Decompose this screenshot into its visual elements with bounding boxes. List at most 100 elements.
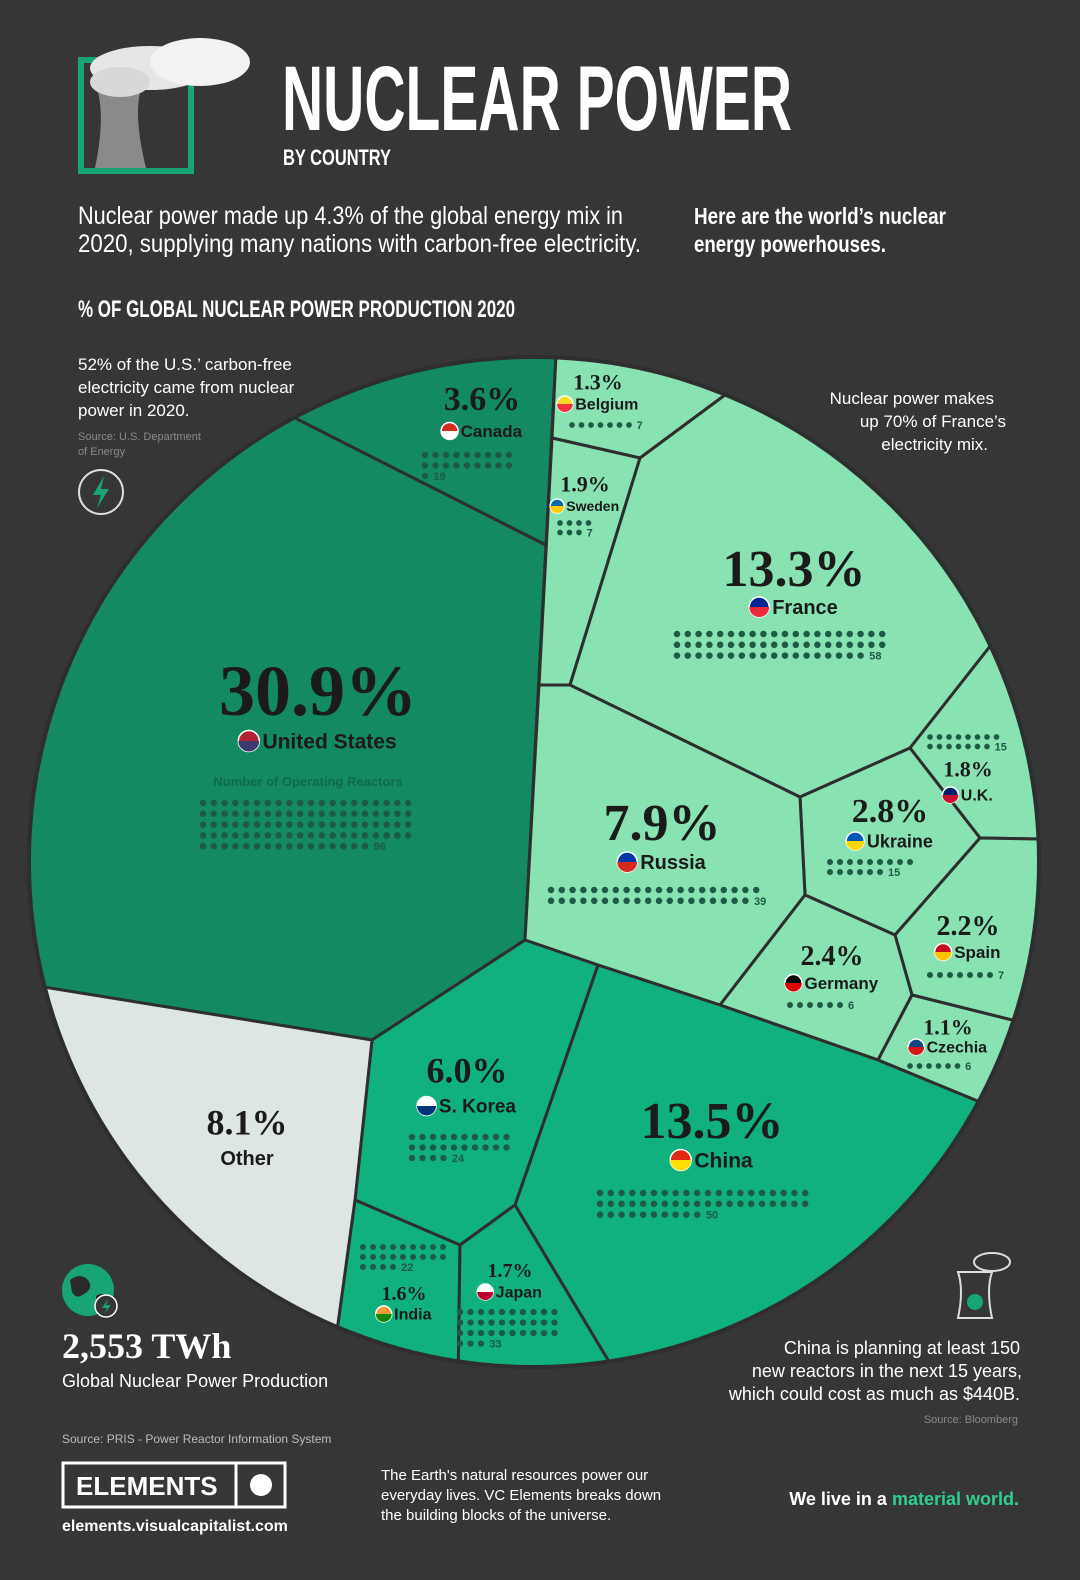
reactor-dot (666, 897, 674, 905)
reactor-count: 7 (998, 970, 1004, 982)
reactor-dot (749, 630, 756, 638)
reactor-dot (693, 1200, 701, 1208)
reactor-dot (916, 1063, 923, 1069)
reactor-dot (453, 462, 460, 469)
reactor-dot (957, 972, 963, 978)
brand-box (61, 1461, 287, 1509)
reactor-dot (482, 1133, 489, 1141)
title: NUCLEAR POWER (282, 48, 792, 150)
reactor-dot (307, 842, 315, 850)
reactor-dot (737, 1189, 744, 1197)
reactor-dot (987, 972, 993, 978)
reactor-dots (927, 734, 1000, 750)
reactor-dot (673, 641, 681, 649)
reactor-dot (296, 821, 304, 828)
flag (748, 596, 770, 618)
slogan-prefix: We live in a (789, 1489, 888, 1509)
reactor-dot (432, 462, 439, 469)
france-note: Nuclear power makes up 70% of France’s e… (830, 389, 1006, 454)
reactor-dot (275, 821, 282, 828)
reactor-dots (673, 630, 886, 659)
reactor-dot (684, 630, 692, 638)
reactor-dot (758, 1189, 766, 1197)
reactor-dot (477, 1329, 485, 1337)
us-note: 52% of the U.S.’ carbon-free electricity… (78, 355, 295, 458)
reactor-dot (578, 422, 585, 428)
reactor-dot (824, 630, 832, 638)
reactor-dot (955, 734, 962, 740)
reactor-dot (242, 832, 250, 839)
reactor-dot (877, 859, 883, 865)
subtitle: BY COUNTRY (283, 145, 391, 170)
reactor-dot (618, 1211, 625, 1218)
reactor-dot (709, 897, 717, 905)
reactor-dot (199, 821, 207, 828)
reactor-dot (350, 810, 358, 818)
reactor-dot (749, 641, 756, 649)
reactor-dot (429, 1144, 437, 1151)
reactor-dot (847, 869, 853, 875)
value-label: 8.1% (207, 1103, 288, 1143)
reactor-dot (760, 641, 767, 649)
note-source: of Energy (78, 446, 126, 458)
reactor-dot (404, 799, 412, 807)
reactor-dot (370, 1244, 376, 1250)
flag (556, 395, 574, 413)
reactor-count: 15 (995, 742, 1007, 754)
reactor-dot (580, 897, 587, 905)
reactor-dot (505, 462, 513, 469)
reactor-dot (955, 743, 962, 750)
reactor-dot (519, 1308, 527, 1316)
reactor-dot (814, 630, 821, 638)
reactor-dot (420, 1254, 426, 1260)
value-label: 1.8% (943, 757, 993, 782)
reactor-dot (824, 652, 832, 659)
reactor-dot (410, 1254, 416, 1260)
flag-band (846, 841, 865, 850)
value-label: 2.4% (801, 941, 864, 972)
reactor-dot (965, 743, 971, 750)
reactors-label: Number of Operating Reactors (213, 774, 402, 789)
reactor-dot (450, 1144, 458, 1151)
reactor-dot (857, 652, 864, 659)
reactor-dot (769, 1200, 777, 1208)
category-label: Russia (640, 852, 706, 874)
reactor-dot (935, 1063, 942, 1069)
value-label: 2.2% (937, 911, 1000, 942)
value-label: 1.9% (560, 472, 610, 497)
reactor-dot (967, 972, 973, 978)
reactor-dot (380, 1244, 386, 1250)
reactor-dot (726, 1189, 733, 1197)
reactor-dot (477, 1319, 485, 1326)
reactor-dot (505, 451, 513, 459)
reactor-dot (868, 641, 875, 649)
category-label: China (694, 1149, 753, 1172)
reactor-dot (547, 886, 555, 894)
reactor-dot (495, 451, 502, 459)
flag-band (749, 607, 770, 617)
reactor-dot (974, 743, 981, 750)
reactor-dot (878, 630, 886, 638)
reactor-dot (400, 1254, 406, 1260)
reactor-dot (210, 832, 218, 839)
reactor-dot (857, 641, 864, 649)
note-source: Source: U.S. Department (78, 431, 201, 443)
flag-band (238, 741, 260, 752)
reactor-dots (408, 1133, 510, 1162)
globe-icon (62, 1264, 118, 1318)
reactor-dot (463, 462, 471, 469)
reactor-dot (453, 451, 460, 459)
reactor-dot (199, 810, 207, 818)
value-label: 1.7% (488, 1260, 533, 1282)
reactor-dot (684, 641, 692, 649)
reactor-dot (474, 462, 481, 469)
reactor-dot (296, 832, 304, 839)
reactor-dot (551, 1319, 558, 1326)
reactor-dot (519, 1329, 527, 1337)
reactor-dot (350, 842, 358, 850)
reactor-dot (927, 734, 933, 740)
note-line: electricity mix. (881, 435, 988, 454)
reactor-dot (709, 886, 717, 894)
reactor-dot (429, 1133, 437, 1141)
reactor-dot (372, 810, 380, 818)
